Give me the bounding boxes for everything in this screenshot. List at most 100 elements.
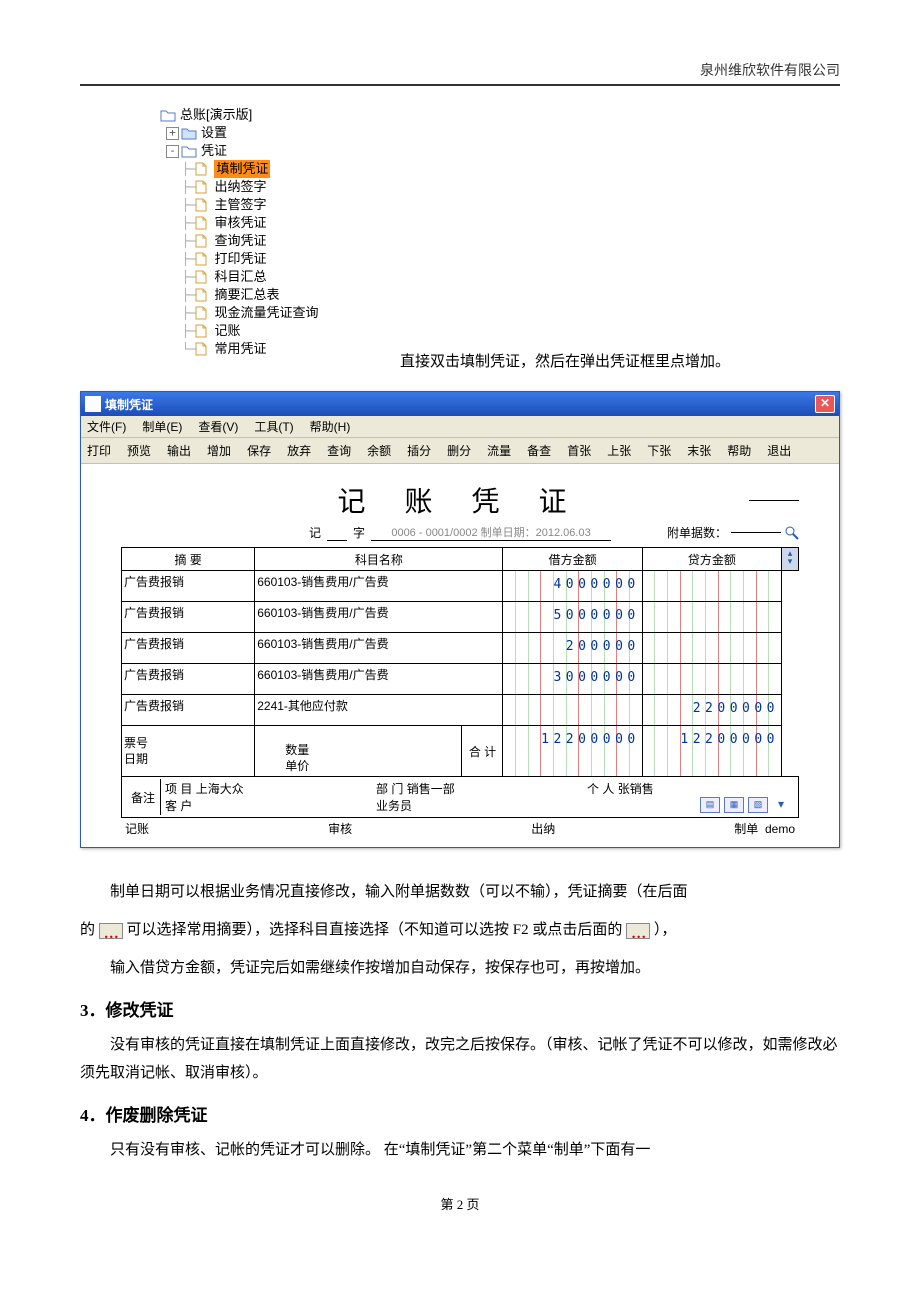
toolbar-button[interactable]: 保存: [247, 442, 271, 459]
summary-cell[interactable]: 广告费报销: [122, 695, 254, 716]
h3-delete: 4．作废删除凭证: [80, 1101, 840, 1126]
summary-cell[interactable]: 广告费报销: [122, 571, 254, 592]
toolbar-button[interactable]: 备查: [527, 442, 551, 459]
toolbar-button[interactable]: 上张: [607, 442, 631, 459]
menu-item[interactable]: 工具(T): [254, 420, 293, 434]
toolbar-button[interactable]: 流量: [487, 442, 511, 459]
tree-root-label: 总账[演示版]: [180, 106, 252, 124]
date-label: 日期: [124, 751, 252, 767]
tree-leaf-label: 出纳签字: [214, 178, 266, 196]
person-label: 个 人: [587, 782, 614, 796]
voucher-row[interactable]: 广告费报销660103-销售费用/广告费5000000: [122, 602, 799, 633]
voucher-row[interactable]: 广告费报销660103-销售费用/广告费4000000: [122, 571, 799, 602]
tree-node-voucher[interactable]: - 凭证: [160, 142, 840, 160]
scroll-down-icon[interactable]: ▾: [782, 556, 798, 570]
menu-item[interactable]: 查看(V): [198, 420, 238, 434]
menu-item[interactable]: 帮助(H): [310, 420, 351, 434]
tree-leaf-label: 记账: [214, 322, 240, 340]
h3-modify: 3．修改凭证: [80, 996, 840, 1021]
nav-tree: 总账[演示版] + 设置 - 凭证 ├─填制凭证├─出纳签字├─主管签字├─审核…: [160, 106, 840, 358]
toolbar-button[interactable]: 首张: [567, 442, 591, 459]
sign-jizhang: 记账: [125, 820, 149, 837]
voucher-row[interactable]: 广告费报销660103-销售费用/广告费 200000: [122, 633, 799, 664]
menu-item[interactable]: 文件(F): [87, 420, 126, 434]
tree-branch-icon: ├─: [182, 160, 194, 178]
body-text: 制单日期可以根据业务情况直接修改，输入附单据数数（可以不输），凭证摘要（在后面 …: [80, 878, 840, 1164]
remark-label: 备注: [126, 779, 161, 815]
amount-value: 3000000: [553, 670, 639, 685]
amount-value: 200000: [566, 639, 640, 654]
page-number: 第 2 页: [80, 1194, 840, 1213]
remark-row: 备注 项 目 上海大众 客 户 部 门 销售一部 业务员: [122, 777, 799, 818]
folder-open-icon: [160, 108, 176, 122]
tree-leaf-label: 常用凭证: [214, 340, 266, 358]
menu-item[interactable]: 制单(E): [142, 420, 182, 434]
ellipsis-button-icon[interactable]: [99, 923, 123, 939]
search-icon[interactable]: [785, 526, 799, 540]
toolbar-button[interactable]: 退出: [767, 442, 791, 459]
toolbar-button[interactable]: 末张: [687, 442, 711, 459]
sign-zhidan-value: demo: [765, 822, 795, 836]
subject-cell[interactable]: 660103-销售费用/广告费: [255, 602, 502, 623]
tree-leaf[interactable]: ├─主管签字: [160, 196, 840, 214]
voucher-row[interactable]: 广告费报销2241-其他应付款 2200000: [122, 695, 799, 726]
file-icon: [194, 270, 210, 284]
summary-cell[interactable]: 广告费报销: [122, 602, 254, 623]
toolbar-button[interactable]: 输出: [167, 442, 191, 459]
tree-branch-icon: ├─: [182, 178, 194, 196]
summary-cell[interactable]: 广告费报销: [122, 664, 254, 685]
tree-leaf[interactable]: ├─ 出纳签字: [160, 178, 840, 196]
tree-leaf[interactable]: ├─现金流量凭证查询: [160, 304, 840, 322]
amount-value: 2200000: [693, 701, 779, 716]
subject-cell[interactable]: 660103-销售费用/广告费: [255, 571, 502, 592]
subject-cell[interactable]: 660103-销售费用/广告费: [255, 664, 502, 685]
tree-leaf[interactable]: ├─审核凭证: [160, 214, 840, 232]
toolbar-button[interactable]: 帮助: [727, 442, 751, 459]
tree-leaf[interactable]: ├─填制凭证: [160, 160, 840, 178]
attach-label: 附单据数：: [667, 524, 727, 541]
menubar: 文件(F) 制单(E) 查看(V) 工具(T) 帮助(H): [81, 416, 839, 438]
sign-chuna: 出纳: [531, 820, 555, 837]
scrollbar[interactable]: ▴ ▾: [782, 548, 799, 571]
p1b: 的: [80, 922, 99, 938]
tree-leaf[interactable]: ├─记账: [160, 322, 840, 340]
tree-leaf-label: 摘要汇总表: [214, 286, 279, 304]
toolbar-button[interactable]: 插分: [407, 442, 431, 459]
ellipsis-button-icon[interactable]: [626, 923, 650, 939]
toolbar-button[interactable]: 打印: [87, 442, 111, 459]
close-button[interactable]: ✕: [815, 395, 835, 413]
subject-cell[interactable]: 660103-销售费用/广告费: [255, 633, 502, 654]
voucher-row[interactable]: 广告费报销660103-销售费用/广告费 3000000: [122, 664, 799, 695]
voucher-title: 记 账 凭 证: [121, 480, 799, 520]
customer-label: 客 户: [165, 799, 192, 813]
tree-leaf-label: 主管签字: [214, 196, 266, 214]
sign-shenhe: 审核: [328, 820, 352, 837]
tree-leaf[interactable]: ├─查询凭证: [160, 232, 840, 250]
tree-leaf[interactable]: ├─摘要汇总表: [160, 286, 840, 304]
summary-cell[interactable]: 广告费报销: [122, 633, 254, 654]
toolbar-button[interactable]: 查询: [327, 442, 351, 459]
mini-icon-3[interactable]: ▧: [748, 797, 768, 813]
tree-leaf[interactable]: ├─科目汇总: [160, 268, 840, 286]
chevron-down-icon[interactable]: ▾: [772, 798, 790, 812]
toolbar-button[interactable]: 删分: [447, 442, 471, 459]
toolbar-button[interactable]: 放弃: [287, 442, 311, 459]
subject-cell[interactable]: 2241-其他应付款: [255, 695, 502, 716]
toolbar-button[interactable]: 下张: [647, 442, 671, 459]
expand-icon[interactable]: +: [166, 127, 179, 140]
toolbar-button[interactable]: 增加: [207, 442, 231, 459]
tree-root[interactable]: 总账[演示版]: [160, 106, 840, 124]
tree-node-settings[interactable]: + 设置: [160, 124, 840, 142]
sign-row: 记账 审核 出纳 制单 demo: [121, 818, 799, 837]
collapse-icon[interactable]: -: [166, 145, 179, 158]
toolbar-button[interactable]: 余额: [367, 442, 391, 459]
person-value: 张销售: [618, 782, 654, 796]
toolbar-button[interactable]: 预览: [127, 442, 151, 459]
mini-icon-2[interactable]: ▦: [724, 797, 744, 813]
attach-input[interactable]: [731, 532, 781, 533]
tree-leaf[interactable]: ├─打印凭证: [160, 250, 840, 268]
voucher-body: 记 账 凭 证 记 字 0006 - 0001/0002 制单日期：2012.0…: [81, 464, 839, 847]
mini-icon-1[interactable]: ▤: [700, 797, 720, 813]
p2: 输入借贷方金额，凭证完后如需继续作按增加自动保存，按保存也可，再按增加。: [80, 954, 840, 982]
tree-branch-icon: ├─: [182, 268, 194, 286]
